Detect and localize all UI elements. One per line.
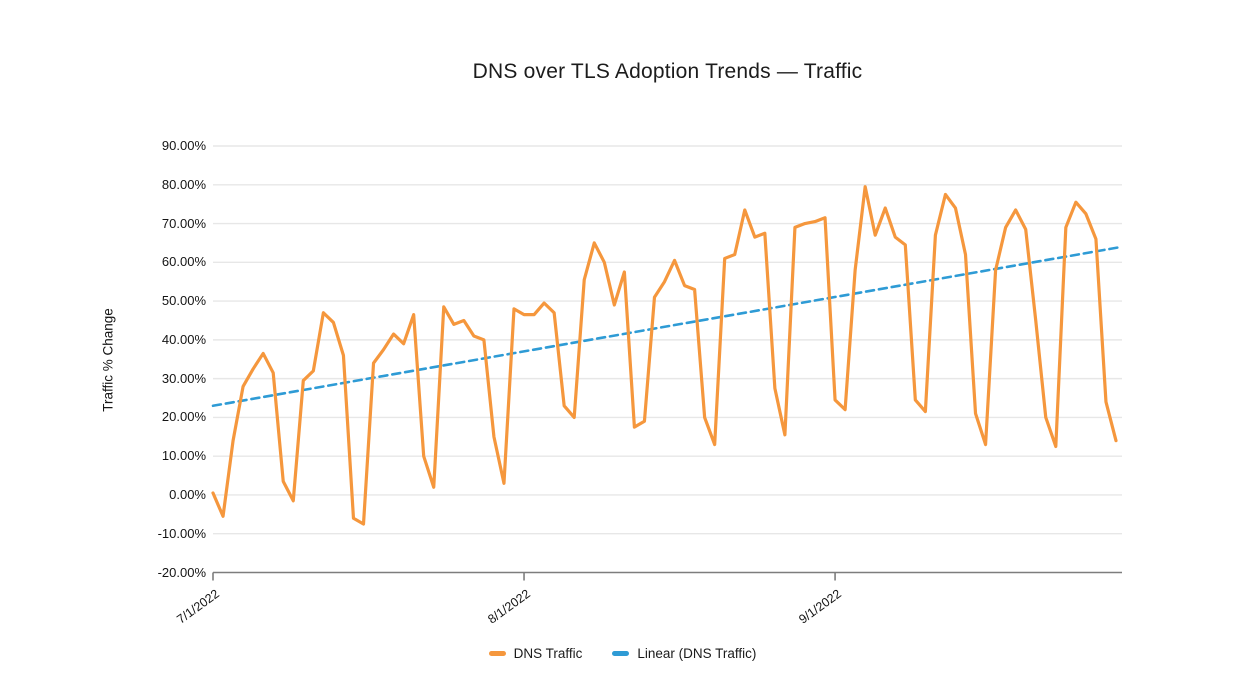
legend-item-linear-dns-traffic[interactable]: Linear (DNS Traffic) (612, 646, 756, 661)
y-tick-label: -20.00% (157, 564, 206, 580)
y-tick-label: 90.00% (161, 138, 206, 153)
y-tick-label: 10.00% (161, 448, 206, 464)
y-tick-label: 80.00% (161, 176, 206, 192)
legend: DNS Traffic Linear (DNS Traffic) (0, 646, 1245, 661)
series-line-dns-traffic[interactable] (211, 185, 1118, 526)
dns-traffic-series-swatch-icon (488, 651, 506, 656)
legend-label-linear-dns-traffic: Linear (DNS Traffic) (637, 646, 757, 661)
legend-label-dns-traffic: DNS Traffic (513, 646, 583, 661)
y-tick-label: -10.00% (157, 525, 206, 541)
y-tick-label: 20.00% (161, 409, 206, 425)
y-tick-label: 50.00% (161, 293, 206, 309)
y-tick-label: 30.00% (161, 370, 206, 386)
linear-series-swatch-icon (612, 651, 630, 656)
y-tick-label: 60.00% (161, 254, 206, 270)
trendline-linear-dns-traffic[interactable] (211, 245, 1124, 408)
legend-item-dns-traffic[interactable]: DNS Traffic (488, 646, 583, 661)
y-tick-label: 0.00% (169, 486, 206, 502)
y-tick-label: 40.00% (161, 331, 206, 347)
chart-title: DNS over TLS Adoption Trends — Traffic (472, 60, 863, 83)
y-tick-label: 70.00% (161, 215, 206, 231)
